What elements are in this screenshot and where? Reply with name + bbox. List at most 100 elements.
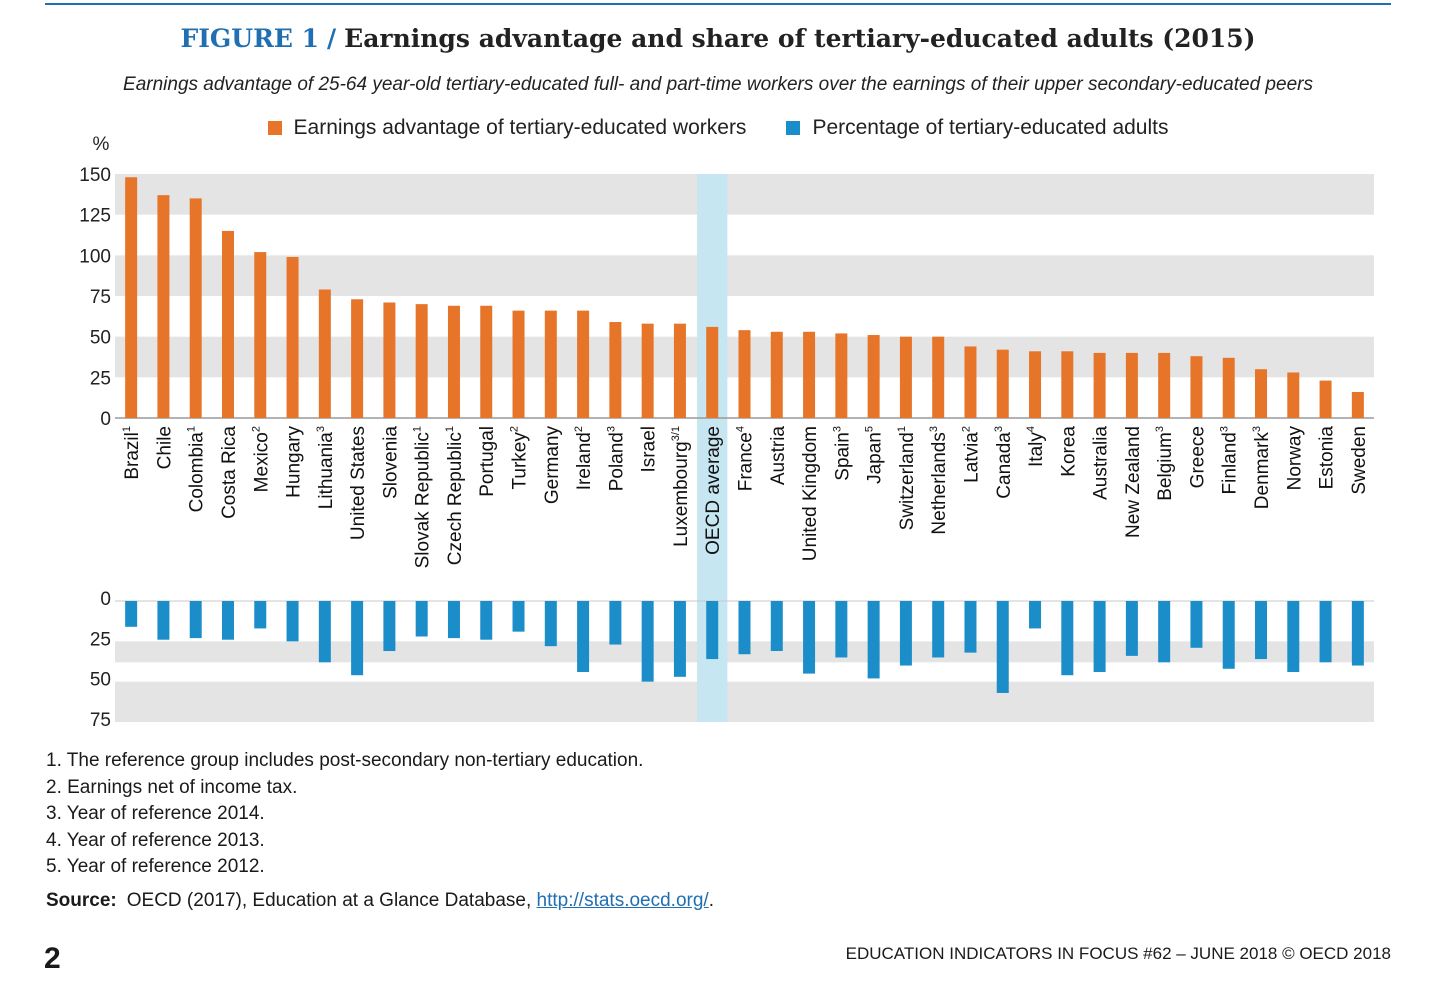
bar-tertiary bbox=[1061, 601, 1074, 676]
source-label: Source: bbox=[46, 890, 117, 911]
y-tick-lower: 0 bbox=[100, 589, 111, 610]
category-label: Luxembourg3/1 bbox=[670, 426, 692, 547]
bar-tertiary bbox=[544, 601, 557, 647]
bar-earnings bbox=[996, 349, 1009, 418]
grid-band-lower-2 bbox=[115, 681, 1374, 722]
category-label: Poland3 bbox=[605, 426, 627, 491]
bar-earnings bbox=[383, 302, 396, 418]
category-label: Finland3 bbox=[1219, 426, 1241, 494]
bar-tertiary bbox=[1158, 601, 1171, 663]
bar-earnings bbox=[125, 177, 138, 418]
bar-earnings bbox=[1093, 352, 1106, 418]
bar-earnings bbox=[964, 346, 977, 418]
category-label: Colombia1 bbox=[186, 426, 208, 512]
category-label: Latvia2 bbox=[960, 426, 982, 483]
footnote-1: 1. The reference group includes post-sec… bbox=[46, 750, 644, 771]
category-label: Estonia bbox=[1317, 426, 1338, 490]
title-separator: / bbox=[327, 24, 337, 53]
bar-tertiary bbox=[1125, 601, 1138, 656]
figure-title-text: Earnings advantage and share of tertiary… bbox=[344, 24, 1256, 53]
y-tick-lower: 75 bbox=[90, 710, 111, 731]
bar-earnings bbox=[544, 310, 557, 418]
category-label: Hungary bbox=[284, 426, 305, 498]
bar-chart: % 150 125 100 75 50 25 0 0 25 50 75 Brazil1 Chile Colo… bbox=[79, 134, 1374, 731]
bar-earnings bbox=[673, 323, 686, 418]
y-tick-upper: 50 bbox=[90, 328, 111, 349]
legend-swatch-blue bbox=[786, 121, 801, 135]
grid-band-upper-0 bbox=[115, 174, 1374, 215]
bar-tertiary bbox=[770, 601, 783, 652]
category-label: Chile bbox=[154, 426, 175, 469]
footnote-5: 5. Year of reference 2012. bbox=[46, 856, 265, 877]
category-label: Slovenia bbox=[380, 426, 401, 499]
category-label: Japan5 bbox=[864, 426, 886, 484]
category-label: Sweden bbox=[1349, 426, 1370, 495]
bar-earnings bbox=[1287, 372, 1300, 418]
bar-tertiary bbox=[351, 601, 364, 676]
bar-earnings bbox=[1222, 357, 1235, 418]
bar-tertiary bbox=[835, 601, 848, 658]
bar-earnings bbox=[867, 335, 880, 418]
figure-number: FIGURE 1 bbox=[180, 24, 320, 53]
bar-earnings bbox=[221, 230, 234, 418]
category-label: Denmark3 bbox=[1251, 426, 1273, 509]
bar-earnings bbox=[932, 336, 945, 418]
category-label: Turkey2 bbox=[509, 426, 531, 490]
category-label: United Kingdom bbox=[800, 426, 821, 561]
bar-earnings bbox=[706, 326, 719, 418]
bar-tertiary bbox=[286, 601, 299, 642]
bar-earnings bbox=[641, 323, 654, 418]
y-tick-upper: 25 bbox=[90, 368, 111, 389]
bar-tertiary bbox=[1319, 601, 1332, 663]
bar-tertiary bbox=[641, 601, 654, 682]
bar-earnings bbox=[835, 333, 848, 418]
bar-earnings bbox=[1061, 351, 1074, 418]
category-label: Brazil1 bbox=[121, 426, 143, 480]
category-label: Netherlands3 bbox=[928, 426, 950, 535]
bar-tertiary bbox=[1255, 601, 1268, 660]
bar-tertiary bbox=[803, 601, 816, 674]
footnote-4: 4. Year of reference 2013. bbox=[46, 829, 265, 851]
bar-earnings bbox=[254, 252, 267, 418]
bar-tertiary bbox=[254, 601, 267, 629]
bar-earnings bbox=[318, 289, 331, 418]
category-label: Belgium3 bbox=[1154, 426, 1176, 501]
y-tick-upper: 0 bbox=[100, 409, 111, 430]
category-label: France4 bbox=[735, 426, 757, 491]
bar-tertiary bbox=[480, 601, 493, 640]
source-text: OECD (2017), Education at a Glance Datab… bbox=[126, 890, 532, 911]
bar-tertiary bbox=[964, 601, 977, 653]
bar-earnings bbox=[415, 304, 428, 418]
category-label: Ireland2 bbox=[573, 426, 595, 490]
bar-earnings bbox=[286, 256, 299, 418]
category-label: United States bbox=[348, 426, 369, 540]
bar-tertiary bbox=[512, 601, 525, 632]
bar-earnings bbox=[157, 195, 170, 418]
category-label: Czech Republic1 bbox=[444, 426, 466, 565]
top-rule bbox=[45, 3, 1391, 5]
bar-tertiary bbox=[996, 601, 1009, 693]
category-label: New Zealand bbox=[1123, 426, 1144, 538]
source-link[interactable]: http://stats.oecd.org/ bbox=[536, 890, 709, 911]
footnote-2: 2. Earnings net of income tax. bbox=[46, 776, 298, 798]
bar-tertiary bbox=[867, 601, 880, 679]
legend-label-earnings: Earnings advantage of tertiary-educated … bbox=[293, 116, 747, 139]
bar-tertiary bbox=[932, 601, 945, 658]
bar-tertiary bbox=[415, 601, 428, 637]
category-label: Lithuania3 bbox=[315, 426, 337, 509]
category-label: Greece bbox=[1187, 426, 1208, 488]
bar-tertiary bbox=[383, 601, 396, 652]
bar-earnings bbox=[577, 310, 590, 418]
category-label: Australia bbox=[1091, 426, 1112, 500]
bar-earnings bbox=[803, 331, 816, 418]
bar-tertiary bbox=[1190, 601, 1203, 648]
bar-tertiary bbox=[1029, 601, 1042, 629]
legend-swatch-orange bbox=[267, 121, 282, 135]
bar-tertiary bbox=[1222, 601, 1235, 669]
bar-tertiary bbox=[1287, 601, 1300, 672]
y-tick-upper: 75 bbox=[90, 287, 111, 308]
category-label: Germany bbox=[542, 426, 563, 505]
bar-tertiary bbox=[125, 601, 138, 627]
bar-tertiary bbox=[221, 601, 234, 640]
figure-title: FIGURE 1/Earnings advantage and share of… bbox=[0, 24, 1436, 53]
